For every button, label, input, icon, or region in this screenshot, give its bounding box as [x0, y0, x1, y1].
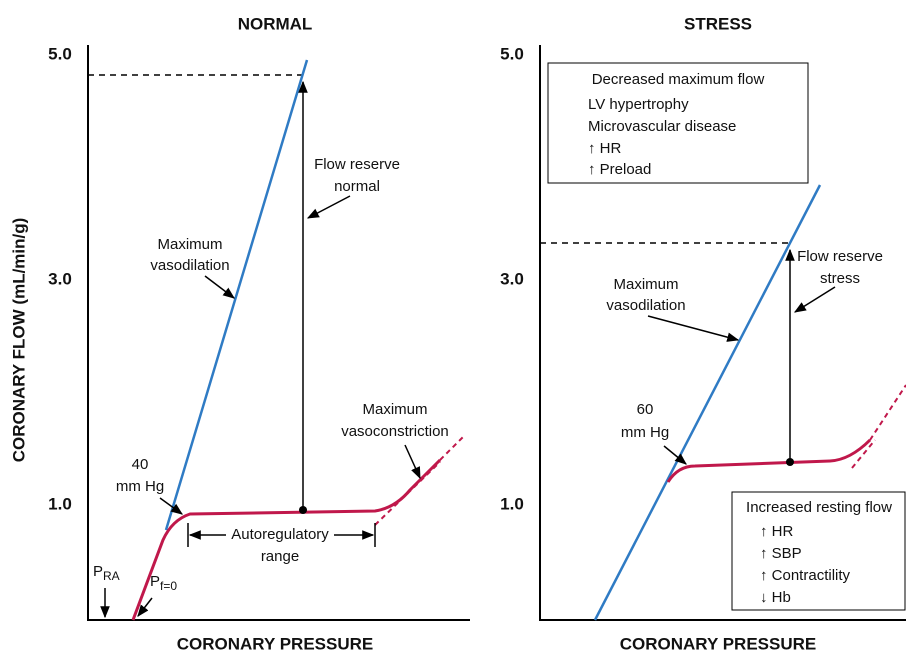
box-item: Microvascular disease	[588, 118, 736, 135]
arrow	[159, 497, 183, 515]
arrow	[647, 315, 740, 342]
red-dash	[869, 384, 906, 441]
label: Autoregulatory	[231, 526, 329, 543]
box-title: Increased resting flow	[746, 499, 892, 516]
panel-normal: NORMAL CORONARY PRESSURE 5.0 3.0 1.0 Flo…	[48, 14, 470, 653]
tick: 5.0	[500, 44, 524, 63]
label: Maximum	[613, 276, 678, 293]
box-title: Decreased maximum flow	[592, 71, 765, 88]
title: STRESS	[684, 14, 752, 33]
label: PRA	[93, 563, 120, 583]
arrow	[204, 275, 235, 299]
label: Flow reserve	[797, 248, 883, 265]
tick: 3.0	[500, 269, 524, 288]
label: Flow reserve	[314, 156, 400, 173]
tick: 3.0	[48, 269, 72, 288]
label: Maximum	[362, 401, 427, 418]
blue-line	[164, 59, 309, 531]
blue-line	[593, 184, 822, 621]
info-box	[731, 491, 906, 611]
label: 40	[132, 456, 149, 473]
arrow	[404, 444, 421, 480]
label: vasodilation	[606, 297, 685, 314]
title: NORMAL	[238, 14, 313, 33]
box-item: ↑ HR	[588, 140, 622, 157]
red-curve	[666, 438, 872, 483]
dot	[299, 506, 307, 514]
dot	[786, 458, 794, 466]
red-dash	[374, 461, 441, 526]
box-item: ↓ Hb	[760, 589, 791, 606]
arrow	[137, 597, 153, 617]
box-item: ↑ HR	[760, 523, 794, 540]
tick: 1.0	[48, 494, 72, 513]
label: range	[261, 548, 299, 565]
info-box	[547, 62, 809, 184]
axes	[539, 45, 906, 621]
label: Maximum	[157, 236, 222, 253]
x-axis-label: CORONARY PRESSURE	[177, 634, 373, 653]
box-item: ↑ SBP	[760, 545, 802, 562]
arrow	[793, 286, 836, 313]
tick: 5.0	[48, 44, 72, 63]
axes	[87, 45, 470, 621]
x-axis-label: CORONARY PRESSURE	[620, 634, 816, 653]
box-item: ↑ Preload	[588, 161, 651, 178]
box-item: ↑ Contractility	[760, 567, 851, 584]
red-dash	[439, 436, 464, 461]
label: Pf=0	[150, 573, 177, 593]
red-dash	[851, 439, 876, 469]
box-item: LV hypertrophy	[588, 96, 689, 113]
arrow	[306, 195, 351, 219]
y-axis-label: CORONARY FLOW (mL/min/g)	[9, 218, 28, 463]
label: mm Hg	[621, 424, 669, 441]
label: vasodilation	[150, 257, 229, 274]
panel-stress: STRESS CORONARY PRESSURE 5.0 3.0 1.0 Flo…	[500, 14, 906, 653]
label: stress	[820, 270, 860, 287]
label: mm Hg	[116, 478, 164, 495]
label: vasoconstriction	[341, 423, 449, 440]
arrow	[663, 445, 687, 465]
label: 60	[637, 401, 654, 418]
label: normal	[334, 178, 380, 195]
tick: 1.0	[500, 494, 524, 513]
